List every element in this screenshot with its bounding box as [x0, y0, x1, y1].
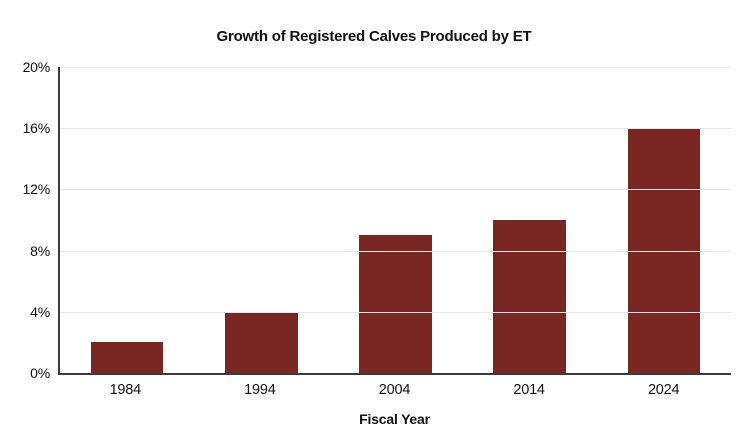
bars-row	[60, 67, 731, 373]
bar-slot	[463, 67, 597, 373]
x-axis-tick-label: 2014	[513, 382, 545, 398]
bar-2024	[627, 128, 701, 373]
x-axis: 1984 1994 2004 2014 2024	[58, 382, 731, 398]
x-axis-tick-label: 2024	[647, 382, 680, 398]
bar-slot	[597, 67, 731, 373]
gridline	[60, 189, 731, 191]
x-axis-tick-label: 1984	[109, 382, 142, 398]
bar-slot	[194, 67, 328, 373]
y-axis-tick-label: 8%	[30, 242, 50, 259]
gridline	[60, 128, 731, 130]
x-axis-title: Fiscal Year	[359, 411, 430, 427]
gridline	[60, 250, 731, 252]
x-axis-tick-label: 1994	[244, 382, 276, 398]
y-axis-tick-label: 4%	[30, 303, 50, 320]
y-axis-tick-label: 12%	[22, 181, 51, 198]
bar-1984	[90, 342, 164, 373]
bar-2004	[359, 235, 432, 373]
y-axis: 0% 4% 8% 12% 16% 20%	[0, 59, 51, 381]
x-axis-tick-label: 2004	[378, 382, 411, 398]
bar-slot	[328, 67, 462, 373]
bar-2014	[493, 220, 566, 373]
bar-slot	[60, 67, 194, 373]
gridline	[60, 67, 731, 68]
y-axis-tick-label: 0%	[30, 365, 50, 381]
y-axis-tick-label: 20%	[22, 59, 51, 75]
bar-1994	[225, 311, 298, 373]
y-axis-tick-label: 16%	[22, 120, 51, 137]
plot-area	[58, 67, 731, 375]
gridline	[60, 311, 731, 313]
chart-title: Growth of Registered Calves Produced by …	[216, 28, 532, 45]
